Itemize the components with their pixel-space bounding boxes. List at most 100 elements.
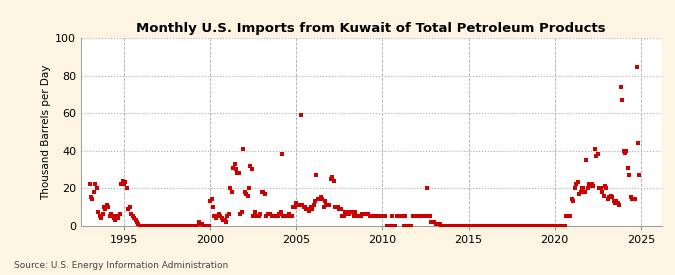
Point bbox=[250, 214, 261, 218]
Point bbox=[554, 223, 564, 228]
Point bbox=[223, 212, 234, 216]
Point bbox=[542, 223, 553, 228]
Point bbox=[450, 223, 461, 228]
Point bbox=[475, 223, 485, 228]
Point bbox=[367, 214, 378, 218]
Point bbox=[346, 210, 356, 214]
Point bbox=[589, 147, 600, 151]
Point bbox=[571, 182, 582, 186]
Point bbox=[595, 186, 606, 190]
Point bbox=[295, 113, 306, 117]
Point bbox=[445, 223, 456, 228]
Point bbox=[463, 223, 474, 228]
Point bbox=[423, 214, 434, 218]
Point bbox=[469, 223, 480, 228]
Point bbox=[128, 214, 138, 218]
Point bbox=[221, 219, 232, 224]
Point bbox=[261, 214, 271, 218]
Point bbox=[298, 205, 309, 209]
Point bbox=[404, 223, 415, 228]
Point bbox=[95, 214, 105, 218]
Point bbox=[230, 162, 240, 166]
Point bbox=[167, 223, 178, 228]
Point bbox=[412, 214, 423, 218]
Title: Monthly U.S. Imports from Kuwait of Total Petroleum Products: Monthly U.S. Imports from Kuwait of Tota… bbox=[136, 21, 606, 35]
Point bbox=[100, 207, 111, 211]
Point bbox=[179, 223, 190, 228]
Point bbox=[551, 223, 562, 228]
Point bbox=[529, 223, 540, 228]
Point bbox=[440, 223, 451, 228]
Point bbox=[218, 218, 229, 222]
Point bbox=[252, 214, 263, 218]
Point bbox=[402, 223, 412, 228]
Point bbox=[497, 223, 508, 228]
Point bbox=[528, 223, 539, 228]
Point bbox=[515, 223, 526, 228]
Point bbox=[213, 212, 224, 216]
Point bbox=[331, 205, 342, 209]
Point bbox=[508, 223, 518, 228]
Point bbox=[137, 223, 148, 228]
Point bbox=[268, 214, 279, 218]
Point bbox=[165, 223, 176, 228]
Point bbox=[373, 214, 383, 218]
Point bbox=[362, 212, 373, 216]
Point bbox=[110, 218, 121, 222]
Point bbox=[437, 223, 448, 228]
Point bbox=[492, 223, 503, 228]
Point bbox=[116, 182, 127, 186]
Point bbox=[166, 223, 177, 228]
Point bbox=[584, 182, 595, 186]
Point bbox=[278, 214, 289, 218]
Point bbox=[133, 221, 144, 226]
Point bbox=[88, 190, 99, 194]
Point bbox=[202, 223, 213, 228]
Point bbox=[414, 214, 425, 218]
Point bbox=[311, 173, 322, 177]
Point bbox=[320, 199, 331, 204]
Point bbox=[524, 223, 535, 228]
Point bbox=[526, 223, 537, 228]
Point bbox=[144, 223, 155, 228]
Point bbox=[397, 214, 408, 218]
Point bbox=[136, 223, 146, 228]
Point bbox=[238, 147, 248, 151]
Point bbox=[539, 223, 550, 228]
Point bbox=[93, 210, 104, 214]
Point bbox=[614, 203, 624, 207]
Point bbox=[460, 223, 471, 228]
Point bbox=[427, 219, 438, 224]
Point bbox=[417, 214, 428, 218]
Point bbox=[518, 223, 529, 228]
Point bbox=[113, 216, 124, 220]
Point bbox=[479, 223, 490, 228]
Point bbox=[272, 214, 283, 218]
Point bbox=[466, 223, 477, 228]
Point bbox=[254, 214, 265, 218]
Point bbox=[620, 150, 630, 155]
Point bbox=[190, 223, 201, 228]
Point bbox=[317, 197, 327, 202]
Point bbox=[416, 214, 427, 218]
Point bbox=[426, 219, 437, 224]
Point bbox=[525, 223, 536, 228]
Point bbox=[392, 214, 402, 218]
Point bbox=[277, 152, 288, 157]
Point bbox=[153, 223, 164, 228]
Point bbox=[249, 210, 260, 214]
Point bbox=[351, 214, 362, 218]
Point bbox=[134, 223, 145, 228]
Point bbox=[371, 214, 382, 218]
Point bbox=[124, 205, 135, 209]
Point bbox=[370, 214, 381, 218]
Point bbox=[564, 214, 574, 218]
Point bbox=[157, 223, 168, 228]
Point bbox=[593, 152, 603, 157]
Point bbox=[178, 223, 188, 228]
Point bbox=[169, 223, 180, 228]
Point bbox=[324, 203, 335, 207]
Point bbox=[122, 186, 132, 190]
Point bbox=[385, 223, 396, 228]
Point bbox=[429, 219, 439, 224]
